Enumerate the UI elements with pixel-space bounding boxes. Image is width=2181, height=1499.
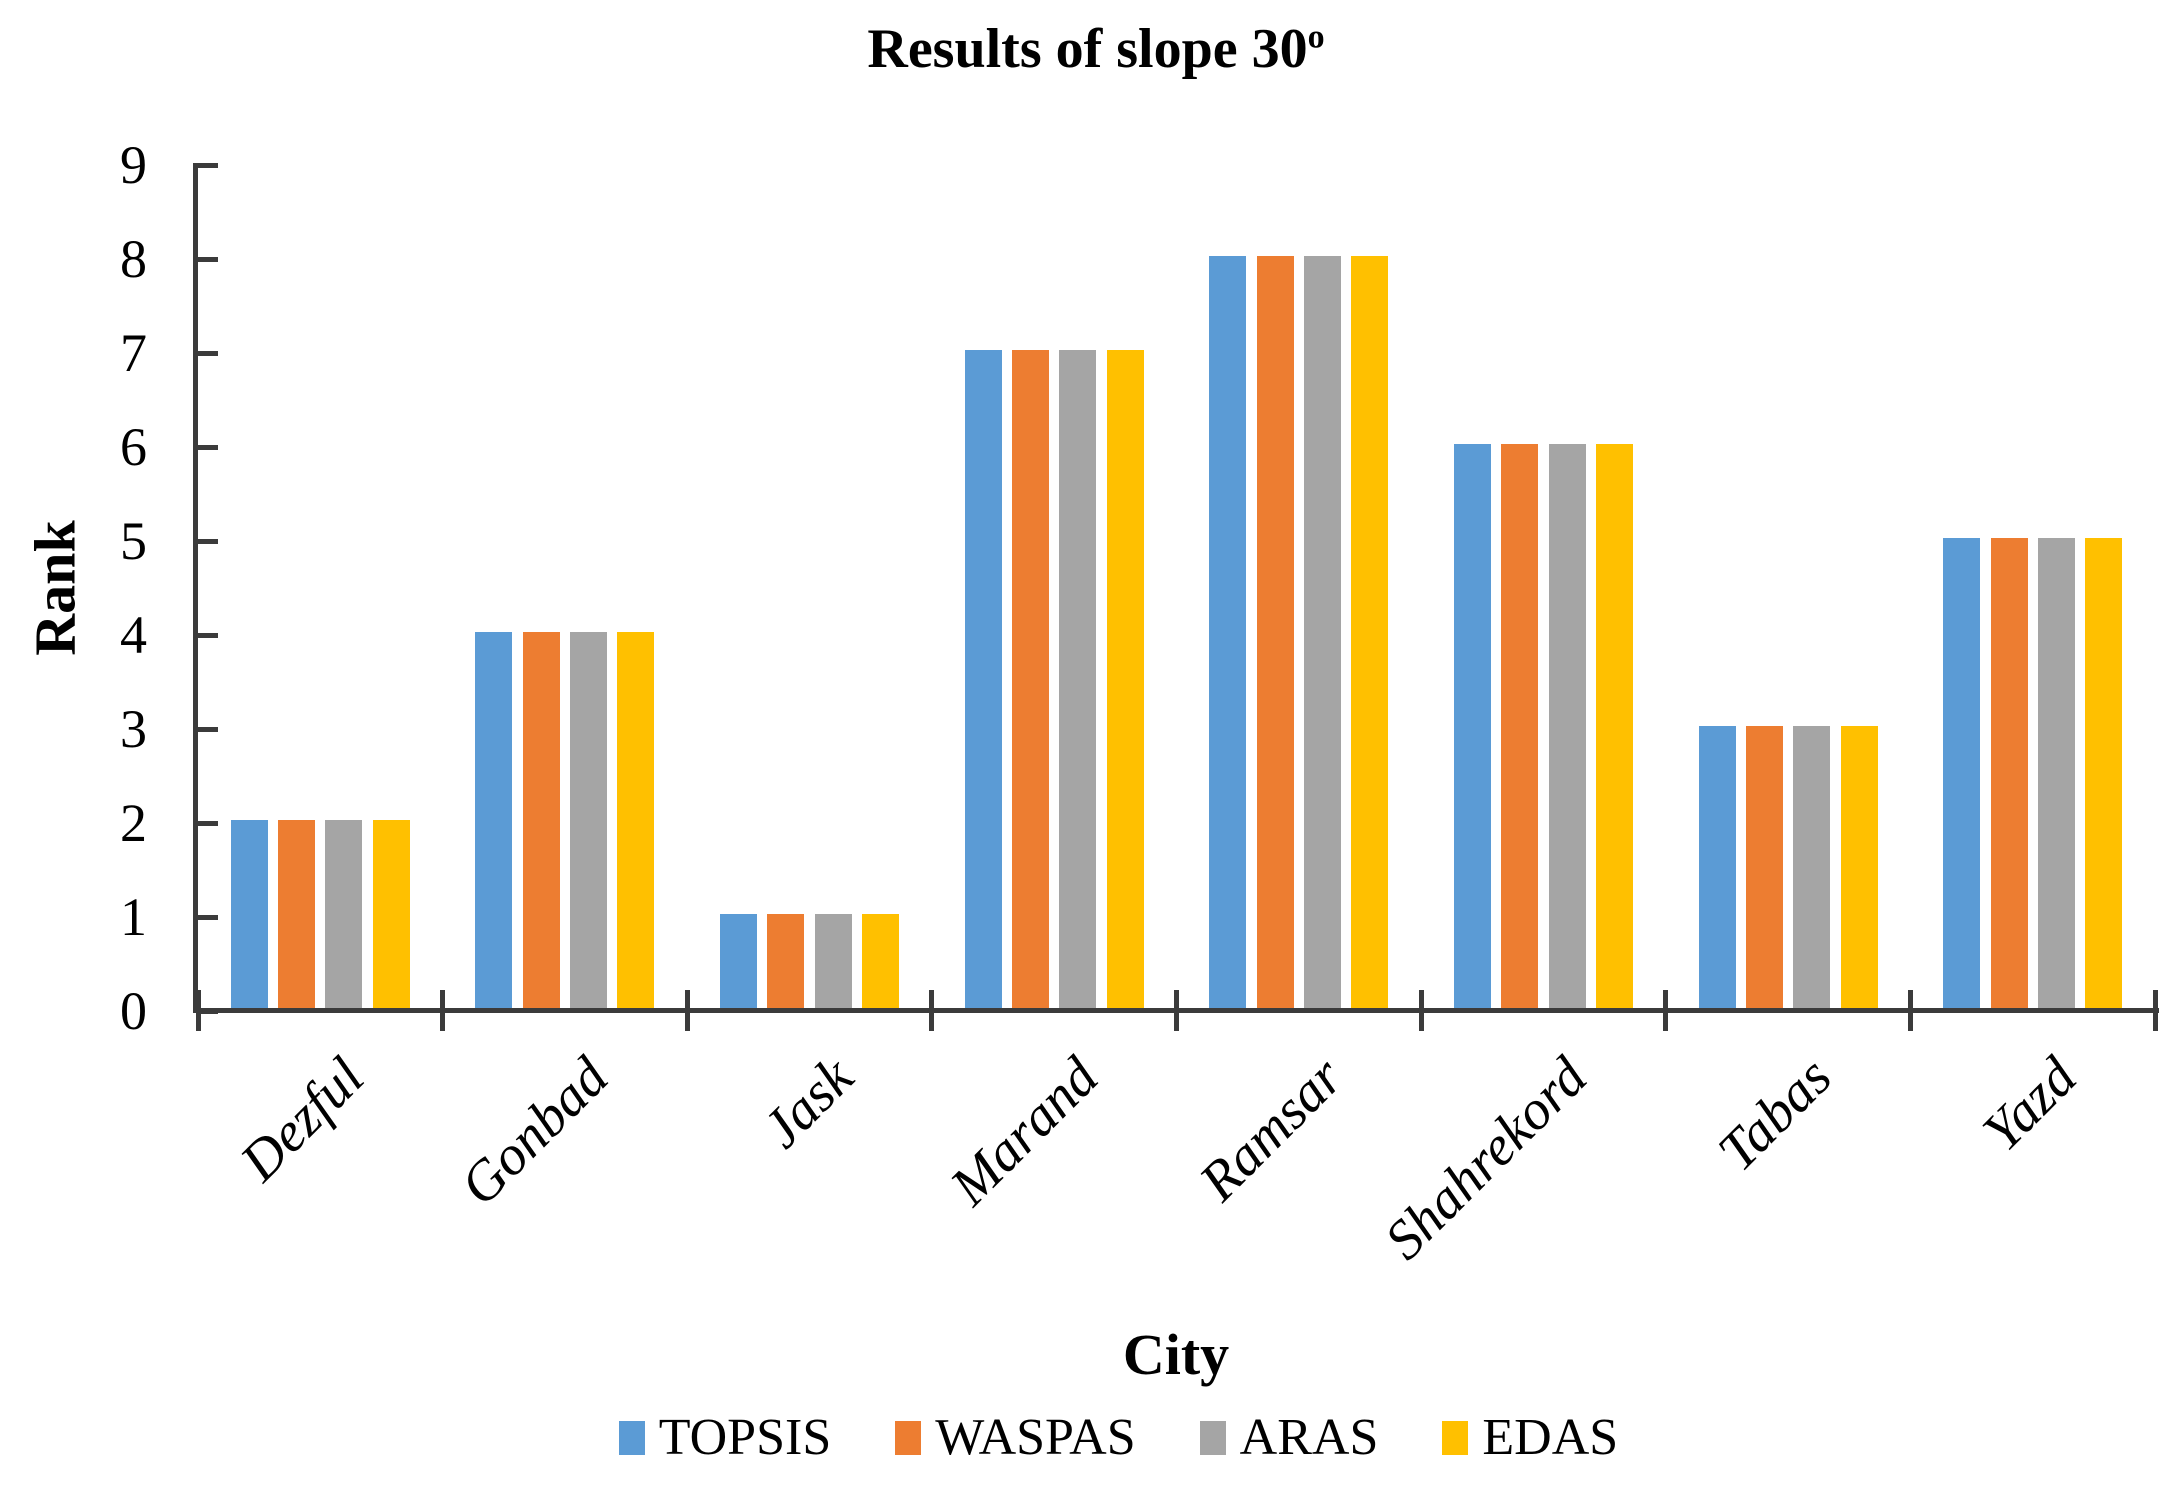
bar-waspas-dezful [278,820,316,1008]
bar-waspas-tabas [1745,726,1783,1008]
bar-topsis-tabas [1698,726,1736,1008]
bar-topsis-ramsar [1209,256,1247,1008]
y-tick-mark [198,162,218,168]
x-category-label-gonbad: Gonbad [449,1045,621,1218]
x-category-label-shahrekord: Shahrekord [1373,1045,1600,1272]
legend-item-edas: EDAS [1442,1412,1618,1464]
chart-title-text: Results of slope 30 [867,18,1308,80]
bar-topsis-shahrekord [1453,444,1491,1008]
y-tick-label: 7 [120,323,147,383]
legend: TOPSIS WASPAS ARAS EDAS [28,1412,2181,1464]
y-tick-mark [198,632,218,638]
legend-swatch-topsis [618,1421,645,1455]
y-tick-label: 1 [120,887,147,947]
bar-waspas-yazd [1990,538,2028,1008]
bar-aras-dezful [325,820,363,1008]
y-tick-mark [198,538,218,544]
y-axis-line [193,163,198,1013]
x-tick-mark [1418,990,1424,1031]
legend-label: TOPSIS [658,1409,832,1466]
y-tick-mark [198,350,218,356]
bar-aras-gonbad [570,632,608,1008]
x-tick-mark [1663,990,1669,1031]
bar-edas-shahrekord [1595,444,1633,1008]
bar-aras-marand [1059,350,1097,1008]
y-tick-label: 3 [120,699,147,759]
bar-topsis-yazd [1943,538,1981,1008]
bar-topsis-marand [964,350,1002,1008]
x-category-label-yazd: Yazd [1971,1045,2089,1164]
bar-edas-marand [1106,350,1144,1008]
chart-title: Results of slope 30o [596,16,1596,83]
x-tick-mark [1907,990,1913,1031]
y-tick-mark [198,820,218,826]
y-tick-mark [198,914,218,920]
x-tick-mark [929,990,935,1031]
x-category-label-ramsar: Ramsar [1187,1045,1355,1213]
y-tick-mark [198,726,218,732]
bar-waspas-gonbad [522,632,560,1008]
bar-edas-yazd [2085,538,2123,1008]
bar-waspas-marand [1012,350,1050,1008]
bar-waspas-shahrekord [1501,444,1539,1008]
x-category-label-marand: Marand [938,1045,1110,1218]
bar-aras-shahrekord [1548,444,1586,1008]
y-tick-label: 2 [120,793,147,853]
bar-waspas-ramsar [1256,256,1294,1008]
x-tick-mark [684,990,690,1031]
legend-label: EDAS [1482,1409,1619,1466]
y-tick-mark [198,444,218,450]
legend-item-topsis: TOPSIS [618,1409,832,1466]
y-tick-label: 4 [120,605,147,665]
x-tick-mark [440,990,446,1031]
legend-label: ARAS [1239,1409,1379,1466]
y-tick-mark [198,1008,218,1014]
x-axis-title: City [1122,1322,1230,1387]
x-category-label-tabas: Tabas [1706,1045,1844,1183]
bar-aras-ramsar [1303,256,1341,1008]
bar-edas-dezful [372,820,410,1008]
legend-item-aras: ARAS [1199,1409,1379,1466]
bar-waspas-jask [767,914,805,1008]
bar-aras-jask [814,914,852,1008]
legend-swatch-waspas [895,1421,922,1455]
legend-item-waspas: WASPAS [895,1409,1136,1466]
y-tick-label: 0 [120,981,147,1041]
bar-edas-tabas [1840,726,1878,1008]
legend-label: WASPAS [935,1409,1136,1466]
bar-edas-ramsar [1351,256,1389,1008]
x-tick-mark [195,990,201,1031]
bar-topsis-gonbad [475,632,513,1008]
x-category-label-jask: Jask [751,1045,866,1161]
legend-swatch-edas [1442,1421,1469,1455]
bar-edas-gonbad [617,632,655,1008]
y-tick-label: 5 [120,511,147,571]
bar-topsis-jask [720,914,758,1008]
x-tick-mark [2152,990,2158,1031]
chart-title-degree-superscript: o [1307,18,1325,56]
y-tick-label: 9 [120,135,147,195]
y-tick-mark [198,256,218,262]
legend-swatch-aras [1199,1421,1226,1455]
bar-aras-yazd [2037,538,2075,1008]
bar-aras-tabas [1793,726,1831,1008]
bar-topsis-dezful [230,820,268,1008]
x-tick-mark [1174,990,1179,1031]
y-tick-label: 8 [120,229,147,289]
y-tick-label: 6 [120,417,147,477]
x-category-label-dezful: Dezful [228,1045,377,1194]
bar-edas-jask [862,914,899,1008]
